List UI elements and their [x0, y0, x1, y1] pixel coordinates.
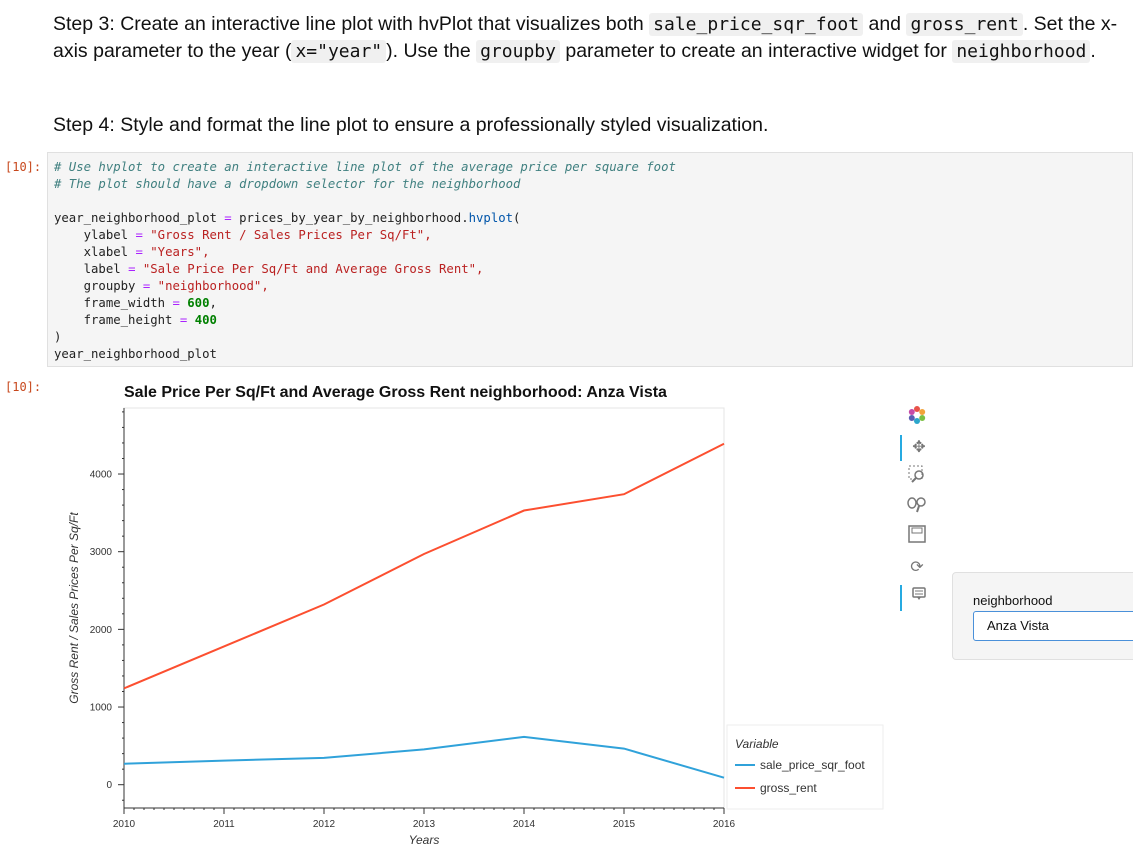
plot-title: Sale Price Per Sq/Ft and Average Gross R… [124, 384, 667, 401]
markdown-step3: Step 3: Create an interactive line plot … [53, 11, 1133, 65]
code-arg-name: xlabel [83, 245, 129, 259]
code-arg-name: label [83, 262, 121, 276]
inline-code-x-year: x="year" [291, 40, 387, 63]
neighborhood-label: neighborhood [973, 593, 1053, 608]
legend-item-label: sale_price_sqr_foot [760, 758, 865, 772]
code-arg-name: frame_width [83, 296, 166, 310]
code-assign-var: year_neighborhood_plot [54, 211, 217, 225]
code-arg-name: groupby [83, 279, 136, 293]
line-chart[interactable]: 2010 2011 2012 2013 2014 2015 2016 0 1000 2000 300… [0, 375, 900, 855]
step3-text-2: and [863, 13, 907, 35]
code-close-paren: ) [54, 330, 62, 344]
code-open-paren: ( [513, 211, 521, 225]
x-tick-label: 2015 [613, 819, 636, 830]
series-line-sale_price_sqr_foot [123, 735, 725, 779]
y-tick-label: 3000 [90, 547, 113, 558]
wheel-zoom-icon[interactable] [900, 494, 934, 520]
inline-code-gross-rent: gross_rent [906, 13, 1023, 36]
x-tick-label: 2016 [713, 819, 736, 830]
code-call-fn: hvplot [468, 211, 514, 225]
x-tick-label: 2010 [113, 819, 136, 830]
code-editor[interactable]: # Use hvplot to create an interactive li… [54, 159, 676, 363]
groupby-widget: neighborhood Anza Vista [952, 572, 1133, 660]
code-last-line: year_neighborhood_plot [54, 347, 217, 361]
code-eq: = [224, 211, 232, 225]
step3-text-4: ). Use the [386, 40, 477, 62]
inline-code-groupby: groupby [476, 40, 560, 63]
code-eq: = [135, 228, 143, 242]
bokeh-logo-icon[interactable] [900, 405, 934, 431]
save-icon[interactable] [900, 524, 934, 550]
legend-box [726, 724, 884, 810]
neighborhood-select[interactable]: Anza Vista [973, 611, 1133, 641]
step3-text-3: . Set the x-axis parameter to the year ( [53, 13, 1118, 62]
code-comment-2: # The plot should have a dropdown select… [54, 177, 521, 191]
pan-icon[interactable]: ✥ [900, 435, 936, 461]
code-cell[interactable]: # Use hvplot to create an interactive li… [47, 152, 1133, 367]
y-tick-label: 4000 [90, 470, 113, 481]
x-tick-label: 2014 [513, 819, 536, 830]
step3-text-1: Step 3: Create an interactive line plot … [53, 13, 650, 35]
reset-icon[interactable]: ⟳ [910, 559, 924, 576]
markdown-step4: Step 4: Style and format the line plot t… [53, 114, 769, 136]
x-tick-label: 2012 [313, 819, 336, 830]
step3-text-5: parameter to create an interactive widge… [559, 40, 953, 62]
y-tick-label: 1000 [90, 703, 113, 714]
code-eq: = [179, 313, 188, 327]
code-arg-value: 600 [187, 296, 210, 310]
code-arg-name: frame_height [83, 313, 173, 327]
legend-item-label: gross_rent [760, 781, 817, 795]
code-eq: = [128, 262, 136, 276]
legend-title: Variable [735, 737, 779, 751]
code-arg-value: "Years", [150, 245, 210, 259]
x-tick-label: 2011 [213, 819, 235, 830]
code-eq: = [142, 279, 151, 293]
x-axis-label: Years [409, 833, 440, 847]
code-arg-value: 400 [194, 313, 217, 327]
y-tick-label: 0 [106, 780, 112, 791]
step3-text-6: . [1090, 40, 1096, 62]
code-comment-1: # Use hvplot to create an interactive li… [54, 160, 676, 174]
inline-code-sale-price: sale_price_sqr_foot [649, 13, 864, 36]
x-tick-label: 2013 [413, 819, 436, 830]
code-eq: = [135, 245, 143, 259]
y-axis-label: Gross Rent / Sales Prices Per Sq/Ft [67, 512, 81, 704]
code-arg-value: "Gross Rent / Sales Prices Per Sq/Ft", [150, 228, 432, 242]
box-zoom-icon[interactable] [900, 464, 934, 490]
code-arg-value: "neighborhood", [157, 279, 269, 293]
hover-icon[interactable] [900, 585, 936, 611]
plot-frame [123, 407, 725, 809]
series-line-gross_rent [123, 442, 725, 690]
code-eq: = [172, 296, 180, 310]
code-arg-name: ylabel [83, 228, 129, 242]
input-prompt: [10]: [5, 160, 42, 174]
output-prompt: [10]: [5, 380, 42, 394]
code-arg-tail: , [209, 296, 217, 310]
y-tick-label: 2000 [90, 625, 113, 636]
code-call-obj: prices_by_year_by_neighborhood. [239, 211, 469, 225]
code-arg-value: "Sale Price Per Sq/Ft and Average Gross … [142, 262, 484, 276]
inline-code-neighborhood: neighborhood [952, 40, 1091, 63]
